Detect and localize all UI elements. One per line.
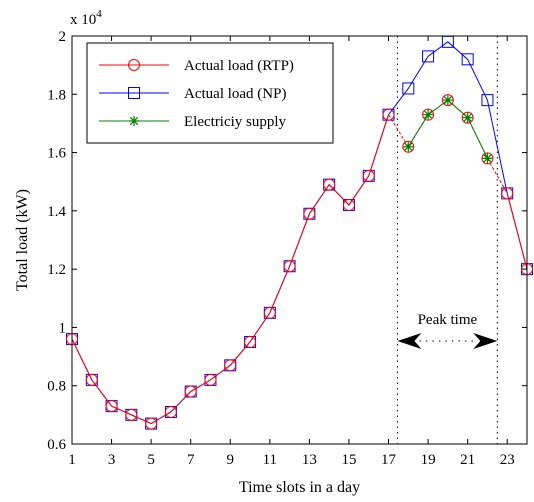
series-line (407, 99, 488, 159)
axis-ticks: 1 3 5 7 9 11 13 15 17 19 21 230.60.811.21.41.61.82 (47, 29, 527, 468)
data-point (244, 336, 257, 348)
y-tick-label: 1.8 (47, 87, 66, 103)
y-multiplier-exponent: 4 (96, 8, 102, 20)
series-line-segment (170, 391, 192, 413)
data-point (442, 95, 453, 106)
data-point (422, 50, 435, 63)
y-tick-label: 0.6 (47, 437, 66, 453)
series-line-segment (71, 338, 93, 381)
legend-label: Electriciy supply (184, 114, 287, 130)
data-point (402, 140, 415, 153)
series-line-segment (269, 266, 291, 314)
series-line-segment (506, 193, 528, 270)
data-point (224, 359, 237, 372)
y-axis-label: Total load (kW) (14, 189, 31, 291)
x-tick-label: 11 (263, 452, 277, 468)
series-line-segment (91, 379, 112, 407)
peak-time-annotation: Peak time (397, 312, 498, 349)
legend: Actual load (RTP) Actual load (NP) Electri… (86, 42, 334, 144)
peak-time-arrowhead-left (397, 333, 422, 349)
data-point (461, 111, 474, 124)
peak-time-label: Peak time (418, 312, 478, 328)
x-tick-label: 23 (500, 452, 515, 468)
series-line-segment (131, 414, 152, 425)
legend-label: Actual load (NP) (184, 86, 286, 102)
x-tick-label: 15 (341, 452, 356, 468)
data-point (105, 400, 118, 413)
y-tick-label: 2 (59, 29, 67, 45)
data-point (462, 112, 473, 123)
x-tick-label: 13 (302, 452, 317, 468)
legend-entry: Actual load (RTP) (99, 58, 294, 74)
x-tick-label: 3 (108, 452, 116, 468)
x-tick-label: 19 (421, 452, 436, 468)
data-point (164, 405, 177, 418)
series-electriciy-supply (403, 95, 493, 164)
legend-marker (128, 59, 140, 71)
data-point (441, 94, 454, 107)
series-line-segment (190, 379, 211, 392)
data-point (85, 373, 98, 386)
legend-entry: Actual load (NP) (99, 86, 286, 102)
data-point (303, 207, 316, 220)
data-point (204, 373, 217, 386)
y-axis-multiplier: x 104 (70, 8, 102, 28)
series-actual-load-rtp (66, 94, 533, 430)
data-point (482, 153, 493, 164)
peak-time-arrowhead-right (473, 333, 498, 349)
y-tick-label: 1.2 (47, 262, 66, 278)
data-point (184, 385, 197, 398)
x-tick-label: 9 (227, 452, 235, 468)
series-line-segment (486, 158, 508, 194)
data-point (481, 94, 494, 107)
y-tick-label: 0.8 (47, 379, 66, 395)
data-point (461, 53, 474, 66)
series-line-segment (150, 411, 172, 425)
data-point (402, 82, 415, 95)
x-tick-label: 5 (147, 452, 155, 468)
data-point (481, 152, 494, 165)
legend-entry: Electriciy supply (99, 114, 287, 130)
x-axis-label: Time slots in a day (239, 479, 360, 496)
x-tick-label: 21 (460, 452, 475, 468)
legend-label: Actual load (RTP) (184, 58, 294, 74)
y-multiplier-base: x 10 (70, 12, 96, 28)
series-line-segment (368, 114, 389, 177)
data-point (422, 108, 435, 121)
data-point (263, 306, 276, 319)
y-tick-label: 1.6 (47, 146, 66, 162)
legend-marker (129, 116, 139, 126)
peak-time-markers (396, 36, 498, 444)
data-point (145, 417, 158, 430)
series-line-segment (388, 114, 409, 148)
data-point (362, 169, 375, 182)
x-tick-label: 1 (68, 452, 76, 468)
data-point (342, 199, 355, 212)
x-tick-label: 7 (187, 452, 195, 468)
plot-frame (71, 35, 528, 445)
series-line-segment (328, 184, 350, 206)
series-line-segment (229, 341, 251, 366)
series-line-segment (210, 364, 231, 381)
data-point (323, 178, 336, 191)
data-point (382, 108, 395, 121)
data-point (501, 187, 514, 200)
data-point (283, 260, 296, 273)
series-line-segment (289, 213, 310, 267)
y-tick-label: 1.4 (47, 204, 66, 220)
data-point (403, 141, 414, 152)
data-point (423, 109, 434, 120)
legend-marker (128, 87, 140, 99)
series-line-segment (111, 405, 132, 416)
series-layer (66, 35, 533, 430)
x-tick-label: 17 (381, 452, 397, 468)
data-point (125, 408, 138, 421)
y-tick-label: 1 (59, 320, 67, 336)
